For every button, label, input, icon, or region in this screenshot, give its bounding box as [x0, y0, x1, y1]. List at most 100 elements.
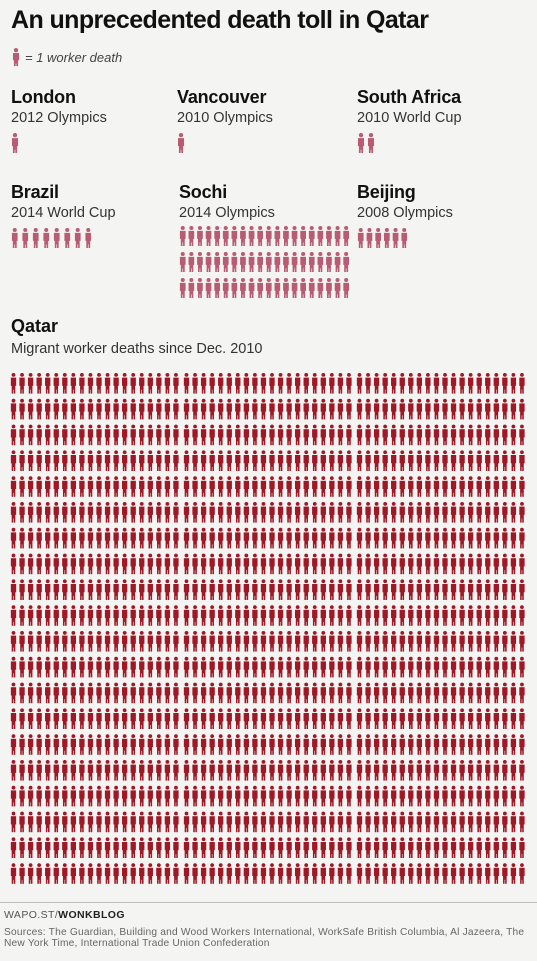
worker-icon — [485, 605, 491, 633]
worker-icon — [450, 785, 457, 813]
worker-icon — [373, 682, 380, 710]
worker-icon — [139, 553, 145, 581]
worker-icon — [459, 734, 465, 762]
worker-icon — [183, 579, 190, 607]
worker-icon — [382, 553, 388, 581]
worker-icon — [53, 476, 59, 504]
worker-icon — [62, 424, 68, 452]
worker-icon — [277, 398, 284, 426]
worker-icon — [10, 682, 17, 710]
worker-icon — [391, 760, 397, 787]
worker-icon — [485, 527, 491, 555]
worker-icon — [113, 837, 119, 865]
worker-icon — [425, 682, 431, 710]
worker-icon — [416, 398, 423, 426]
worker-icon — [19, 811, 25, 839]
worker-icon — [476, 373, 482, 400]
worker-icon — [147, 502, 153, 529]
worker-icon — [416, 811, 423, 839]
worker-icon — [10, 579, 17, 607]
event-subtitle: 2014 Olympics — [179, 205, 275, 221]
worker-icon — [260, 424, 267, 452]
worker-icon — [87, 760, 94, 787]
worker-icon — [519, 476, 525, 504]
worker-icon — [365, 398, 371, 426]
worker-icon — [329, 760, 335, 787]
worker-icon — [320, 579, 326, 607]
worker-icon — [294, 398, 301, 426]
worker-icon — [373, 631, 380, 658]
worker-icon — [205, 278, 212, 300]
worker-icon — [277, 631, 284, 658]
worker-icon — [164, 734, 171, 762]
worker-icon — [312, 527, 318, 555]
worker-icon — [416, 631, 423, 658]
worker-icon — [200, 656, 207, 684]
worker-icon — [235, 734, 241, 762]
worker-icon — [416, 450, 423, 478]
worker-icon — [519, 837, 525, 865]
worker-icon — [485, 373, 491, 400]
worker-icon — [27, 527, 34, 555]
worker-icon — [173, 424, 179, 452]
worker-icon — [510, 502, 517, 529]
worker-icon — [312, 398, 318, 426]
worker-icon — [269, 734, 275, 762]
worker-icon — [399, 682, 405, 710]
worker-icon — [399, 760, 405, 787]
worker-icon — [121, 605, 128, 633]
worker-icon — [459, 398, 465, 426]
worker-icon — [356, 450, 363, 478]
worker-icon — [346, 476, 352, 504]
worker-icon — [173, 837, 179, 865]
worker-icon — [277, 760, 284, 787]
worker-icon — [399, 708, 405, 736]
worker-icon — [450, 605, 457, 633]
worker-icon — [139, 579, 145, 607]
worker-icon — [346, 734, 352, 762]
worker-icon — [173, 527, 179, 555]
worker-icon — [130, 424, 136, 452]
worker-icon — [205, 252, 212, 279]
worker-icon — [10, 373, 17, 400]
worker-icon — [502, 682, 508, 710]
worker-icon — [433, 631, 440, 658]
worker-icon — [192, 476, 198, 504]
worker-icon — [442, 863, 448, 891]
worker-icon — [476, 837, 482, 865]
worker-icon — [147, 579, 153, 607]
worker-icon — [329, 527, 335, 555]
worker-icon — [104, 605, 111, 633]
worker-icon — [373, 863, 380, 891]
worker-icon — [104, 734, 111, 762]
icons-sochi — [179, 226, 349, 300]
event-subtitle: 2010 Olympics — [177, 110, 273, 126]
worker-icon — [147, 373, 153, 400]
worker-icon — [87, 811, 94, 839]
worker-icon — [10, 476, 17, 504]
worker-icon — [277, 553, 284, 581]
worker-icon — [265, 252, 272, 279]
worker-icon — [121, 708, 128, 736]
worker-icon — [113, 373, 119, 400]
worker-icon — [283, 226, 289, 253]
worker-icon — [260, 863, 267, 891]
worker-icon — [235, 605, 241, 633]
worker-icon — [62, 785, 68, 813]
worker-icon — [519, 863, 525, 891]
worker-icon — [45, 502, 51, 529]
worker-icon — [303, 579, 309, 607]
worker-icon — [459, 785, 465, 813]
worker-icon — [231, 252, 238, 279]
worker-icon — [467, 631, 474, 658]
worker-icon — [425, 476, 431, 504]
worker-icon — [192, 656, 198, 684]
worker-icon — [104, 631, 111, 658]
worker-icon — [519, 734, 525, 762]
worker-icon — [209, 682, 215, 710]
worker-icon — [10, 398, 17, 426]
worker-icon — [442, 682, 448, 710]
worker-icon — [493, 553, 499, 581]
worker-icon — [408, 527, 414, 555]
worker-icon — [485, 450, 491, 478]
